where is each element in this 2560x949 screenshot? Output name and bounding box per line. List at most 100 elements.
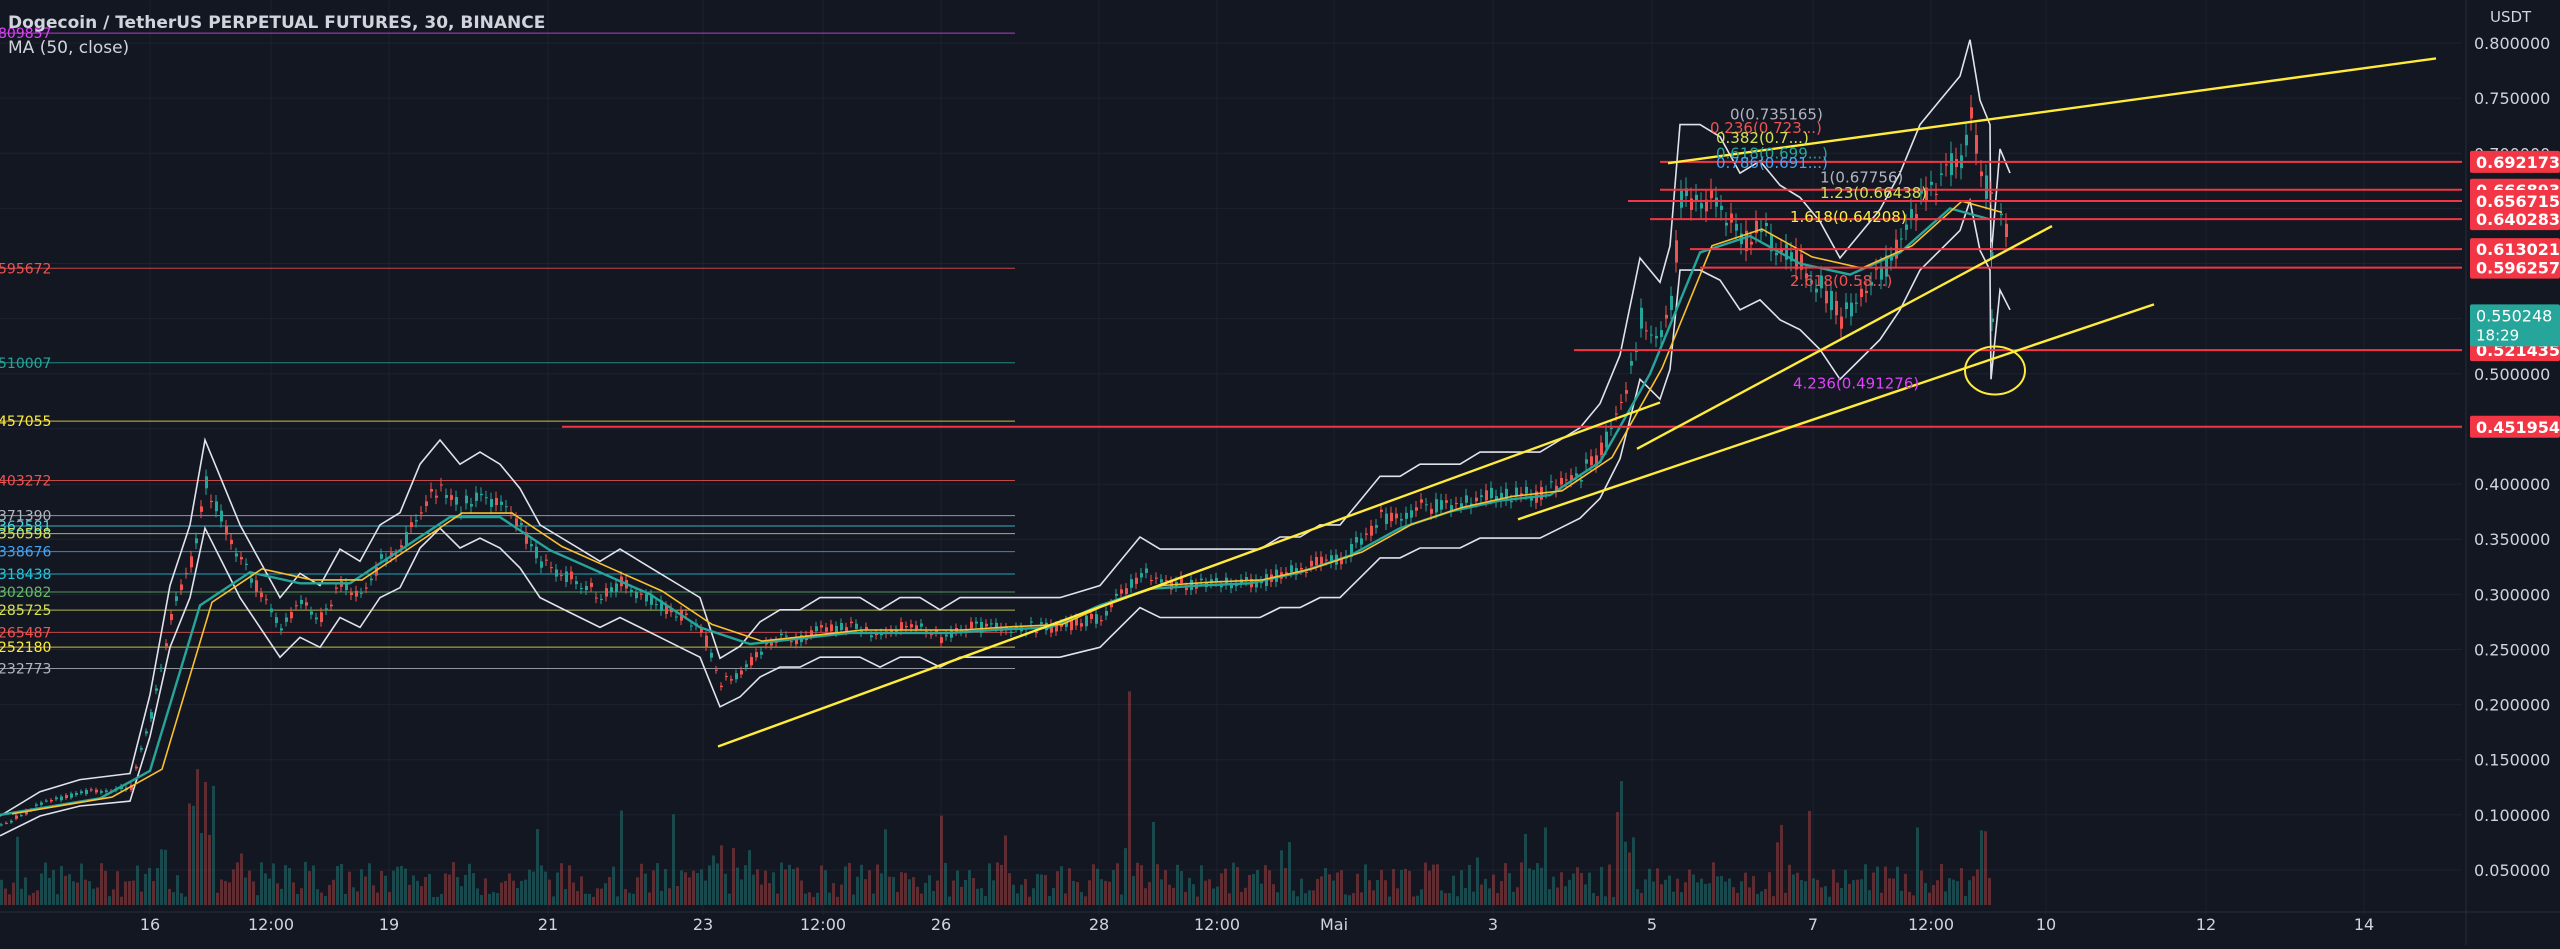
volume-bar [344, 893, 347, 905]
volume-bar [644, 873, 647, 905]
trend-line [1636, 224, 2053, 450]
volume-bar [1676, 878, 1679, 905]
candle-body [165, 643, 168, 647]
volume-bar [1900, 890, 1903, 905]
volume-bar [1580, 872, 1583, 905]
candle-body [1370, 525, 1373, 536]
volume-bar [1072, 880, 1075, 905]
level-price-box [2470, 238, 2560, 261]
volume-bar [608, 877, 611, 905]
volume-bar [716, 863, 719, 905]
candle-body [745, 664, 748, 668]
candle-body [570, 571, 573, 580]
candle-body [1590, 456, 1593, 465]
candle-body [80, 791, 83, 794]
level-price-box [2470, 150, 2560, 173]
candle-body [1290, 565, 1293, 573]
fib-label: 0.786(0.691...) [1716, 154, 1828, 172]
volume-bar [1292, 890, 1295, 905]
volume-bar [1808, 810, 1811, 905]
volume-bar [68, 874, 71, 905]
candle-body [230, 539, 233, 545]
volume-bar [1516, 887, 1519, 905]
candle-body [1755, 220, 1758, 234]
level-price-label: 0.596257 [2476, 259, 2560, 278]
candle-body [1120, 589, 1123, 594]
volume-bar [700, 869, 703, 905]
volume-bar [88, 881, 91, 905]
fib-label: 0.382(0.7...) [1716, 129, 1809, 147]
volume-bar [1028, 896, 1031, 905]
candle-body [5, 822, 8, 824]
volume-bar [920, 893, 923, 905]
candle-body [550, 567, 553, 569]
volume-bar [988, 863, 991, 905]
fib-level-label: 510007 [0, 356, 51, 372]
volume-bar [1704, 883, 1707, 905]
volume-bar [1160, 879, 1163, 905]
candle-body [1080, 623, 1083, 627]
fib-level-label: 252180 [0, 640, 51, 656]
candle-body [935, 630, 938, 633]
volume-bar [1536, 863, 1539, 905]
volume-bar [1788, 864, 1791, 905]
candle-body [445, 494, 448, 498]
candle-body [1365, 533, 1368, 535]
volume-bar [1008, 873, 1011, 905]
candle-body [380, 554, 383, 559]
volume-bar [1384, 880, 1387, 905]
volume-bar [1772, 896, 1775, 905]
candle-body [1515, 487, 1518, 496]
volume-bar [1148, 882, 1151, 905]
candle-body [1010, 631, 1013, 633]
time-axis-label: 12:00 [1908, 915, 1954, 934]
volume-bar [580, 876, 583, 905]
candle-body [910, 624, 913, 628]
volume-bar [1780, 824, 1783, 905]
volume-bar [584, 893, 587, 905]
volume-bar [296, 894, 299, 905]
volume-bar [1688, 869, 1691, 905]
candle-body [1850, 302, 1853, 317]
candle-body [135, 766, 138, 769]
volume-bar [476, 888, 479, 905]
volume-bar [1744, 872, 1747, 905]
volume-bar [876, 864, 879, 905]
volume-bar [1620, 781, 1623, 905]
candle-body [545, 559, 548, 561]
volume-bar [236, 862, 239, 905]
candle-body [1400, 518, 1403, 521]
volume-bar [336, 865, 339, 905]
volume-bar [1532, 870, 1535, 905]
candle-body [785, 635, 788, 637]
candle-body [1070, 619, 1073, 631]
volume-bar [1508, 873, 1511, 905]
candle-body [985, 623, 988, 627]
volume-bar [1476, 857, 1479, 905]
volume-bar [1444, 893, 1447, 905]
volume-bar [1188, 877, 1191, 905]
candle-body [990, 623, 993, 625]
volume-bar [304, 861, 307, 905]
volume-bar [372, 885, 375, 905]
volume-bar [24, 877, 27, 905]
volume-bar [1804, 881, 1807, 905]
volume-bar [1236, 867, 1239, 905]
candle-body [1255, 579, 1258, 588]
volume-bar [348, 871, 351, 905]
candle-body [1695, 194, 1698, 201]
volume-bar [912, 877, 915, 905]
volume-bar [1220, 873, 1223, 905]
volume-bar [60, 866, 63, 905]
candle-body [355, 590, 358, 597]
candle-body [450, 495, 453, 500]
volume-bar [164, 849, 167, 905]
candle-body [1640, 307, 1643, 329]
candle-body [410, 522, 413, 528]
candle-body [835, 625, 838, 633]
fib-level-label: 302082 [0, 585, 51, 601]
candle-body [1945, 164, 1948, 166]
candle-body [65, 795, 68, 799]
